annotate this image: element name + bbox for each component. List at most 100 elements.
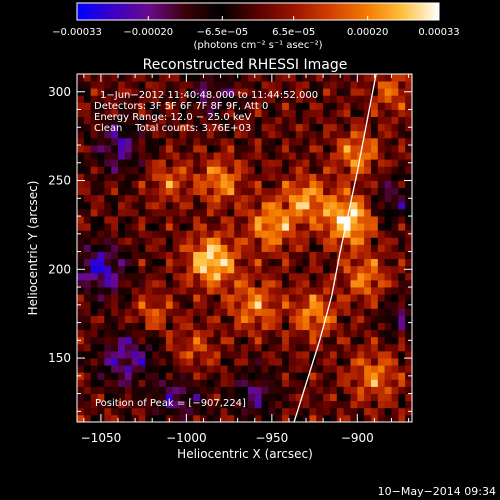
heatmap-cell [377,95,386,103]
heatmap-cell [145,287,153,295]
heatmap-cell [364,400,372,409]
heatmap-cell [172,365,180,373]
heatmap-cell [90,265,98,274]
heatmap-cell [384,159,392,167]
heatmap-cell [350,358,358,366]
heatmap-cell [111,216,119,224]
heatmap-cell [138,265,146,274]
heatmap-cell [316,358,324,366]
heatmap-cell [295,251,304,260]
heatmap-cell [234,180,242,189]
heatmap-cell [295,201,304,210]
heatmap-cell [145,279,153,288]
heatmap-cell [343,152,351,160]
heatmap-cell [295,315,304,323]
heatmap-cell [302,279,310,288]
heatmap-cell [83,329,92,338]
heatmap-cell [213,365,221,373]
heatmap-cell [370,315,379,323]
heatmap-cell [364,152,372,160]
heatmap-cell [405,294,412,302]
heatmap-cell [97,208,105,217]
heatmap-cell [234,237,242,245]
heatmap-cell [357,116,365,125]
heatmap-cell [261,223,269,231]
heatmap-cell [329,365,338,373]
heatmap-cell [179,414,187,422]
heatmap-cell [377,393,386,402]
heatmap-cell [282,301,290,309]
heatmap-cell [138,208,146,217]
heatmap-cell [316,308,324,316]
heatmap-cell [220,130,228,139]
heatmap-cell [316,279,324,288]
heatmap-cell [213,322,221,331]
heatmap-cell [391,393,399,402]
heatmap-cell [77,109,85,118]
heatmap-cell [200,152,208,160]
heatmap-cell [398,258,406,267]
y-axis-label: Heliocentric Y (arcsec) [26,181,40,316]
heatmap-cell [186,208,194,217]
heatmap-cell [288,180,297,189]
heatmap-cell [370,173,379,181]
heatmap-cell [295,336,304,345]
heatmap-cell [124,166,133,174]
heatmap-cell [323,194,331,203]
heatmap-cell [131,336,139,345]
heatmap-cell [131,109,139,118]
heatmap-cell [145,358,153,366]
heatmap-cell [370,180,379,189]
heatmap-cell [282,265,290,274]
heatmap-cell [336,159,345,167]
heatmap-cell [220,350,228,359]
heatmap-cell [398,230,406,238]
heatmap-cell [118,201,126,210]
heatmap-cell [172,265,180,274]
heatmap-cell [398,393,406,402]
heatmap-cell [213,294,221,302]
heatmap-cell [193,145,201,153]
heatmap-cell [398,173,406,181]
heatmap-cell [83,180,92,189]
heatmap-cell [179,88,187,96]
heatmap-cell [213,287,221,295]
heatmap-cell [90,194,98,203]
heatmap-cell [323,159,331,167]
heatmap-cell [316,258,324,267]
heatmap-cell [179,137,187,146]
heatmap-cell [377,81,386,89]
heatmap-cell [220,315,228,323]
heatmap-cell [111,272,119,281]
heatmap-cell [302,95,310,103]
heatmap-cell [309,258,317,267]
heatmap-cell [145,251,153,260]
heatmap-cell [97,116,105,125]
heatmap-cell [227,258,235,267]
heatmap-cell [138,109,146,118]
heatmap-cell [316,365,324,373]
heatmap-cell [316,216,324,224]
heatmap-cell [179,230,187,238]
heatmap-cell [282,315,290,323]
heatmap-cell [234,272,242,281]
heatmap-cell [370,308,379,316]
heatmap-cell [159,145,167,153]
heatmap-cell [302,109,310,118]
heatmap-cell [152,74,160,82]
heatmap-cell [405,187,412,196]
heatmap-cell [254,116,262,125]
heatmap-cell [309,237,317,245]
heatmap-cell [131,308,139,316]
heatmap-cell [323,350,331,359]
heatmap-cell [357,336,365,345]
heatmap-cell [241,308,249,316]
heatmap-cell [261,166,269,174]
heatmap-cell [159,137,167,146]
heatmap-cell [247,201,256,210]
heatmap-cell [343,230,351,238]
heatmap-cell [200,230,208,238]
heatmap-cell [83,166,92,174]
heatmap-cell [391,137,399,146]
heatmap-cell [104,294,112,302]
